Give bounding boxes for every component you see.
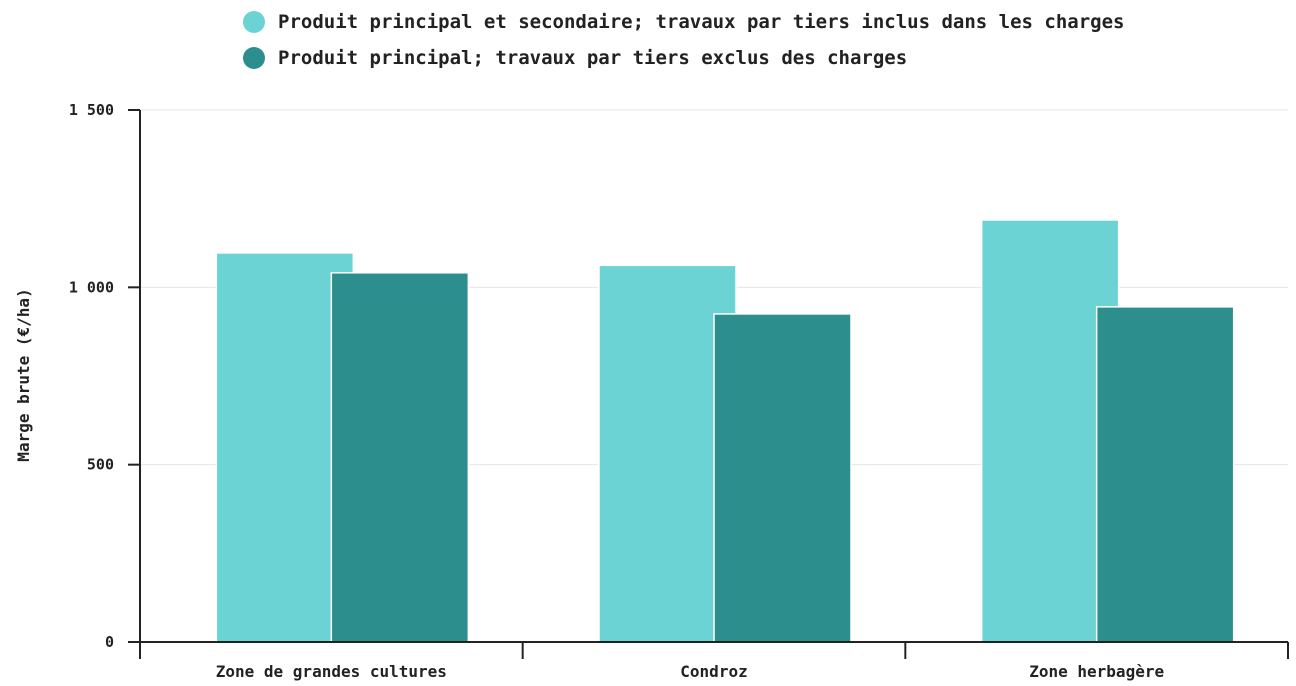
bar-1-2 — [598, 264, 737, 643]
bars — [215, 219, 1235, 643]
bar-2-3 — [1095, 306, 1235, 643]
legend: Produit principal et secondaire; travaux… — [243, 11, 1124, 69]
y-tick-label: 500 — [87, 456, 114, 474]
legend-marker-2 — [243, 47, 265, 69]
x-category-label: Zone herbagère — [1029, 662, 1164, 681]
y-tick-labels: 0 500 1 000 1 500 — [69, 101, 140, 651]
x-category-label: Condroz — [680, 662, 747, 681]
bar-2-2 — [713, 313, 852, 643]
legend-label-2: Produit principal; travaux par tiers exc… — [278, 47, 907, 69]
legend-label-1: Produit principal et secondaire; travaux… — [278, 11, 1124, 33]
bar-2-1 — [330, 272, 470, 643]
bar-1-1 — [215, 252, 355, 643]
legend-marker-1 — [243, 11, 265, 33]
bar-1-3 — [980, 219, 1120, 643]
y-tick-label: 0 — [105, 633, 114, 651]
x-category-label: Zone de grandes cultures — [216, 662, 447, 681]
y-tick-label: 1 000 — [69, 278, 114, 296]
y-axis-title: Marge brute (€/ha) — [14, 288, 33, 461]
axes — [139, 110, 1289, 659]
y-tick-label: 1 500 — [69, 101, 114, 119]
x-category-labels: Zone de grandes cultures Condroz Zone herb… — [216, 662, 1164, 681]
